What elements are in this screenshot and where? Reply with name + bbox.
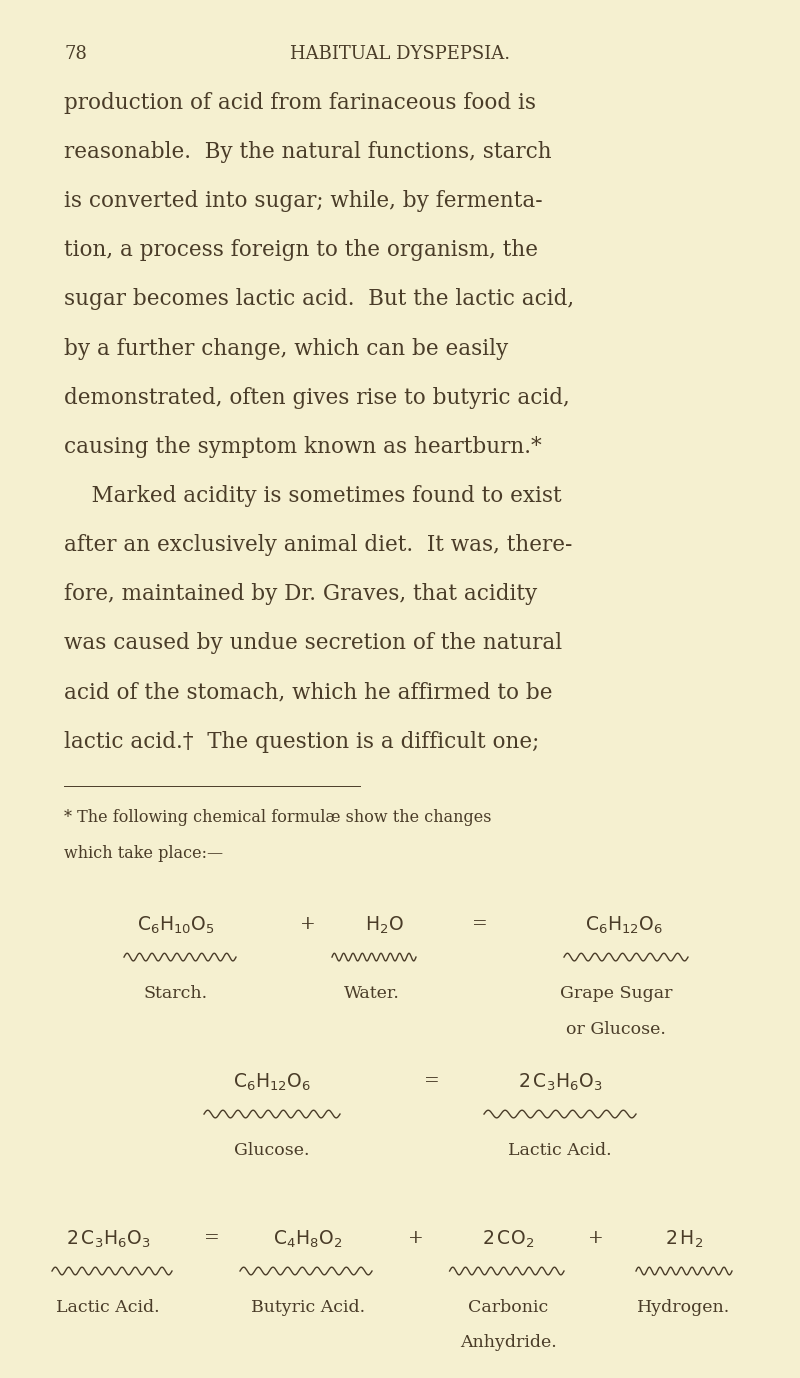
Text: $\mathrm{2\,C_3H_6O_3}$: $\mathrm{2\,C_3H_6O_3}$: [518, 1072, 602, 1093]
Text: =: =: [424, 1072, 440, 1090]
Text: Lactic Acid.: Lactic Acid.: [56, 1299, 160, 1316]
Text: $\mathrm{C_6H_{12}O_6}$: $\mathrm{C_6H_{12}O_6}$: [233, 1072, 311, 1093]
Text: Water.: Water.: [344, 985, 400, 1002]
Text: acid of the stomach, which he affirmed to be: acid of the stomach, which he affirmed t…: [64, 682, 553, 703]
Text: =: =: [204, 1229, 220, 1247]
Text: $\mathrm{C_6H_{10}O_5}$: $\mathrm{C_6H_{10}O_5}$: [137, 915, 215, 936]
Text: sugar becomes lactic acid.  But the lactic acid,: sugar becomes lactic acid. But the lacti…: [64, 288, 574, 310]
Text: Starch.: Starch.: [144, 985, 208, 1002]
Text: after an exclusively animal diet.  It was, there-: after an exclusively animal diet. It was…: [64, 535, 572, 557]
Text: fore, maintained by Dr. Graves, that acidity: fore, maintained by Dr. Graves, that aci…: [64, 583, 538, 605]
Text: +: +: [408, 1229, 424, 1247]
Text: reasonable.  By the natural functions, starch: reasonable. By the natural functions, st…: [64, 141, 552, 163]
Text: $\mathrm{2\,H_2}$: $\mathrm{2\,H_2}$: [665, 1229, 703, 1250]
Text: lactic acid.†  The question is a difficult one;: lactic acid.† The question is a difficul…: [64, 730, 539, 752]
Text: by a further change, which can be easily: by a further change, which can be easily: [64, 338, 508, 360]
Text: Grape Sugar: Grape Sugar: [560, 985, 672, 1002]
Text: +: +: [588, 1229, 604, 1247]
Text: tion, a process foreign to the organism, the: tion, a process foreign to the organism,…: [64, 240, 538, 262]
Text: Marked acidity is sometimes found to exist: Marked acidity is sometimes found to exi…: [64, 485, 562, 507]
Text: +: +: [300, 915, 316, 933]
Text: $\mathrm{2\,C_3H_6O_3}$: $\mathrm{2\,C_3H_6O_3}$: [66, 1229, 150, 1250]
Text: =: =: [472, 915, 488, 933]
Text: $\mathrm{H_2O}$: $\mathrm{H_2O}$: [365, 915, 403, 936]
Text: Hydrogen.: Hydrogen.: [638, 1299, 730, 1316]
Text: Carbonic: Carbonic: [468, 1299, 548, 1316]
Text: which take place:—: which take place:—: [64, 845, 223, 861]
Text: $\mathrm{2\,CO_2}$: $\mathrm{2\,CO_2}$: [482, 1229, 534, 1250]
Text: $\mathrm{C_4H_8O_2}$: $\mathrm{C_4H_8O_2}$: [274, 1229, 342, 1250]
Text: Lactic Acid.: Lactic Acid.: [508, 1142, 612, 1159]
Text: HABITUAL DYSPEPSIA.: HABITUAL DYSPEPSIA.: [290, 44, 510, 62]
Text: Anhydride.: Anhydride.: [460, 1334, 556, 1350]
Text: Butyric Acid.: Butyric Acid.: [251, 1299, 365, 1316]
Text: or Glucose.: or Glucose.: [566, 1021, 666, 1038]
Text: $\mathrm{C_6H_{12}O_6}$: $\mathrm{C_6H_{12}O_6}$: [585, 915, 663, 936]
Text: is converted into sugar; while, by fermenta-: is converted into sugar; while, by ferme…: [64, 190, 542, 212]
Text: production of acid from farinaceous food is: production of acid from farinaceous food…: [64, 92, 536, 114]
Text: Glucose.: Glucose.: [234, 1142, 310, 1159]
Text: causing the symptom known as heartburn.*: causing the symptom known as heartburn.*: [64, 435, 542, 457]
Text: 78: 78: [64, 44, 87, 62]
Text: was caused by undue secretion of the natural: was caused by undue secretion of the nat…: [64, 633, 562, 655]
Text: demonstrated, often gives rise to butyric acid,: demonstrated, often gives rise to butyri…: [64, 387, 570, 409]
Text: * The following chemical formulæ show the changes: * The following chemical formulæ show th…: [64, 809, 491, 825]
